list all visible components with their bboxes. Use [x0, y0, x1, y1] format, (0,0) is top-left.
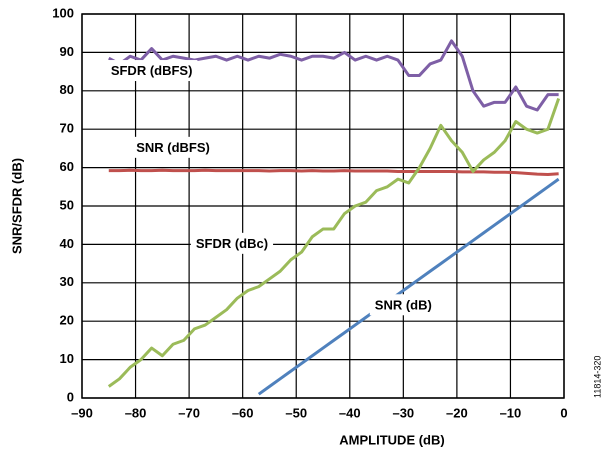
- x-tick-label: –20: [446, 405, 468, 420]
- x-tick-label: –10: [500, 405, 522, 420]
- x-axis-label: AMPLITUDE (dB): [339, 432, 444, 447]
- series-label-bg: [190, 232, 274, 254]
- y-tick-label: 0: [67, 389, 74, 404]
- plot-border: [81, 13, 565, 399]
- series-label: SNR (dB): [375, 297, 432, 312]
- y-tick-label: 100: [52, 5, 74, 20]
- y-tick-label: 50: [60, 197, 74, 212]
- x-tick-label: –80: [125, 405, 147, 420]
- series-line: [108, 168, 559, 177]
- y-tick-label: 30: [60, 274, 74, 289]
- series-label: SNR (dBFS): [136, 140, 210, 155]
- series-line: [108, 39, 559, 112]
- x-tick-label: –70: [178, 405, 200, 420]
- series-label: SFDR (dBFS): [111, 63, 193, 78]
- series-label-bg: [369, 294, 437, 316]
- series-line: [257, 177, 560, 396]
- series-line: [107, 97, 561, 388]
- y-tick-label: 70: [60, 121, 74, 136]
- x-tick-label: –30: [392, 405, 414, 420]
- figure-id: 11814-320: [592, 356, 602, 398]
- x-tick-label: –40: [339, 405, 361, 420]
- y-tick-label: 80: [60, 82, 74, 97]
- y-tick-label: 20: [60, 313, 74, 328]
- y-tick-label: 10: [60, 351, 74, 366]
- x-tick-label: 0: [560, 405, 567, 420]
- x-tick-label: –50: [285, 405, 307, 420]
- y-axis-label: SNR/SFDR (dB): [9, 158, 24, 254]
- y-tick-label: 90: [60, 44, 74, 59]
- x-tick-label: –60: [232, 405, 254, 420]
- series-label-bg: [131, 136, 215, 158]
- series-label-bg: [105, 60, 198, 82]
- y-tick-label: 60: [60, 159, 74, 174]
- series-label: SFDR (dBc): [196, 236, 268, 251]
- x-tick-label: –90: [71, 405, 93, 420]
- y-tick-label: 40: [60, 236, 74, 251]
